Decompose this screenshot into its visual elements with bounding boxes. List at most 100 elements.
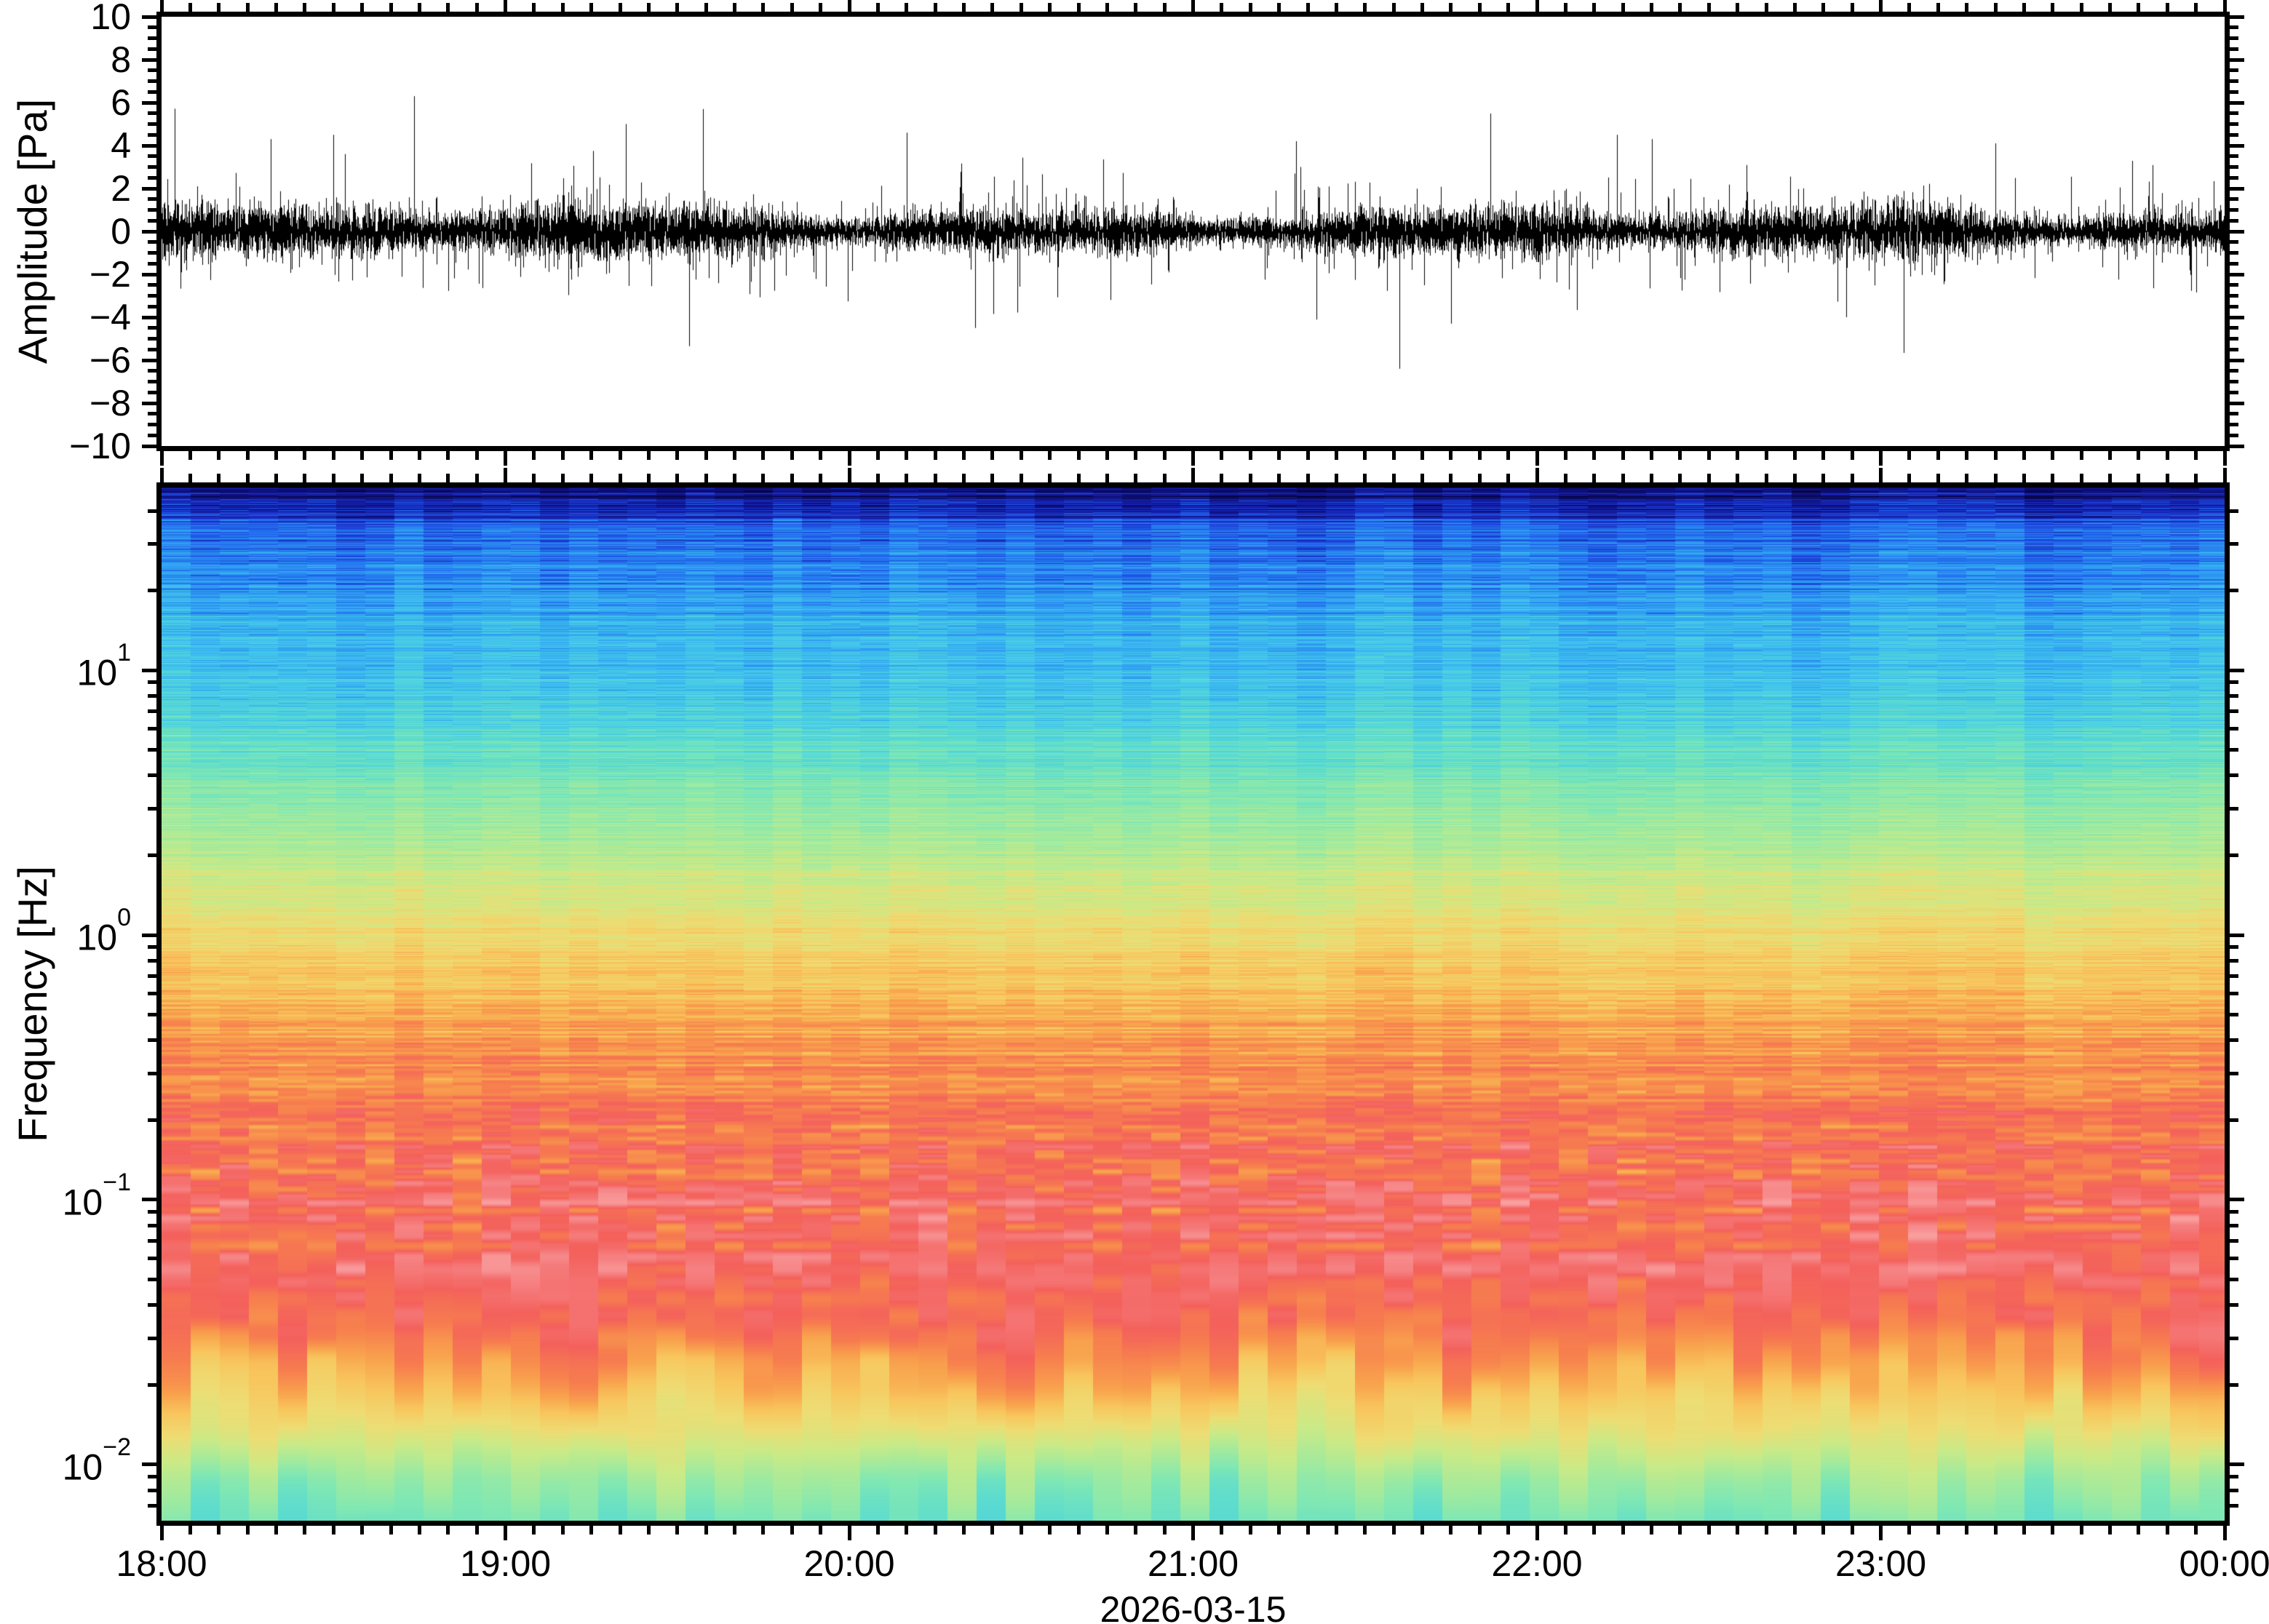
axis-tick	[1592, 1526, 1597, 1535]
axis-tick	[2230, 229, 2244, 234]
axis-tick	[2230, 111, 2238, 116]
axis-tick	[2230, 509, 2238, 513]
axis-tick	[2230, 208, 2238, 212]
axis-tick	[142, 229, 156, 234]
axis-tick	[1134, 3, 1138, 12]
axis-tick	[148, 423, 156, 426]
axis-tick	[1850, 3, 1854, 12]
axis-tick	[761, 451, 766, 460]
axis-tick	[2230, 444, 2244, 448]
axis-tick	[148, 326, 156, 330]
amplitude-tick-label: −2	[89, 254, 131, 295]
axis-tick	[1277, 474, 1281, 482]
axis-tick	[148, 89, 156, 94]
axis-tick	[1936, 3, 1940, 12]
axis-tick	[142, 272, 156, 276]
axis-tick	[1420, 1526, 1424, 1535]
axis-tick	[148, 390, 156, 394]
amplitude-tick-label: −8	[89, 383, 131, 423]
axis-tick	[417, 451, 421, 460]
axis-tick	[148, 853, 156, 857]
axis-tick	[148, 1488, 156, 1492]
axis-tick	[1334, 474, 1338, 482]
axis-tick	[1306, 474, 1310, 482]
axis-tick	[962, 1526, 966, 1535]
axis-tick	[2230, 1488, 2238, 1492]
axis-tick	[504, 0, 507, 12]
axis-tick	[1678, 1526, 1682, 1535]
axis-tick	[1449, 3, 1453, 12]
axis-tick	[1936, 474, 1940, 482]
axis-tick	[148, 1303, 156, 1307]
axis-tick	[1678, 3, 1682, 12]
axis-tick	[589, 474, 594, 482]
axis-tick	[1506, 1526, 1511, 1535]
axis-tick	[148, 283, 156, 287]
frequency-tick-mantissa: 10	[76, 652, 118, 693]
axis-tick	[1277, 3, 1281, 12]
axis-tick	[1764, 451, 1768, 460]
axis-tick	[1076, 474, 1081, 482]
axis-tick	[159, 468, 164, 482]
axis-tick	[148, 958, 156, 963]
axis-tick	[1879, 451, 1883, 466]
axis-tick	[905, 451, 909, 460]
axis-tick	[2230, 294, 2238, 298]
axis-tick	[148, 240, 156, 244]
axis-tick	[2230, 992, 2238, 996]
axis-tick	[704, 451, 708, 460]
axis-tick	[1821, 3, 1826, 12]
axis-tick	[1220, 3, 1224, 12]
axis-tick	[1420, 474, 1424, 482]
axis-tick	[148, 1210, 156, 1214]
axis-tick	[148, 1475, 156, 1478]
axis-tick	[2230, 423, 2238, 426]
axis-tick	[2230, 1382, 2238, 1387]
axis-tick	[2230, 958, 2238, 963]
axis-tick	[148, 304, 156, 309]
axis-tick	[504, 1526, 507, 1540]
axis-tick	[417, 474, 421, 482]
axis-tick	[446, 451, 450, 460]
time-tick-label: 19:00	[459, 1543, 552, 1584]
amplitude-tick-label: 10	[90, 0, 131, 37]
axis-tick	[148, 197, 156, 202]
axis-tick	[142, 15, 156, 19]
axis-tick	[2230, 945, 2238, 950]
axis-tick	[875, 1526, 880, 1535]
axis-tick	[148, 175, 156, 180]
axis-tick	[2230, 272, 2244, 276]
axis-tick	[148, 208, 156, 212]
axis-tick	[790, 1526, 794, 1535]
axis-tick	[2230, 390, 2238, 394]
axis-tick	[474, 451, 479, 460]
axis-tick	[148, 347, 156, 351]
axis-tick	[1391, 3, 1396, 12]
date-label: 2026-03-15	[1100, 1589, 1287, 1624]
axis-tick	[2230, 240, 2238, 244]
axis-tick	[790, 451, 794, 460]
axis-tick	[1449, 1526, 1453, 1535]
axis-tick	[2022, 474, 2026, 482]
frequency-tick-label: 10−2	[0, 1435, 131, 1486]
axis-tick	[1162, 451, 1167, 460]
axis-tick	[142, 57, 156, 62]
axis-tick	[2230, 283, 2238, 287]
axis-tick	[962, 474, 966, 482]
axis-tick	[1162, 1526, 1167, 1535]
axis-tick	[905, 474, 909, 482]
axis-tick	[646, 1526, 651, 1535]
axis-tick	[1391, 451, 1396, 460]
axis-tick	[2230, 1257, 2238, 1261]
axis-tick	[148, 337, 156, 341]
axis-tick	[2222, 451, 2227, 466]
axis-tick	[389, 451, 393, 460]
axis-tick	[1477, 1526, 1482, 1535]
axis-tick	[2222, 468, 2227, 482]
axis-tick	[933, 3, 937, 12]
axis-tick	[875, 474, 880, 482]
axis-tick	[1506, 474, 1511, 482]
axis-tick	[474, 474, 479, 482]
axis-tick	[2230, 974, 2238, 978]
